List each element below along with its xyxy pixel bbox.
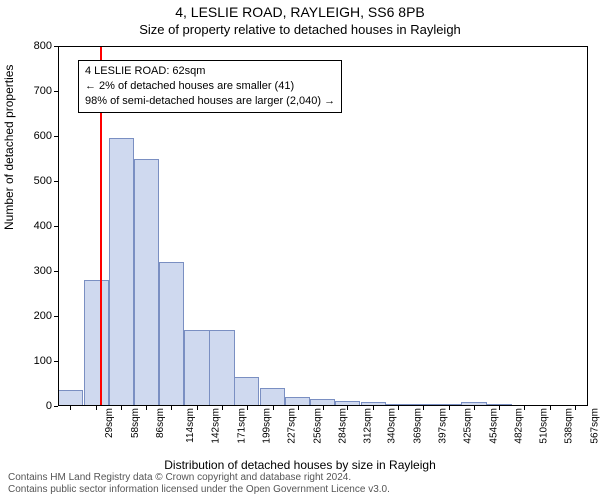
y-tick-label: 500 (34, 175, 52, 187)
x-tick-mark (70, 406, 71, 410)
x-tick-mark (247, 406, 248, 410)
x-tick-mark (398, 406, 399, 410)
x-tick-label: 227sqm (286, 408, 297, 444)
chart-container: 4, LESLIE ROAD, RAYLEIGH, SS6 8PB Size o… (0, 0, 600, 500)
x-tick-label: 114sqm (185, 408, 196, 443)
x-tick-mark (449, 406, 450, 410)
x-tick-label: 567sqm (589, 408, 600, 444)
y-tick-label: 400 (34, 220, 52, 232)
y-tick-label: 600 (34, 130, 52, 142)
title-sub: Size of property relative to detached ho… (0, 22, 600, 37)
plot-border (58, 46, 588, 406)
x-tick-label: 199sqm (261, 408, 272, 444)
y-tick-label: 200 (34, 310, 52, 322)
y-tick-mark (54, 406, 58, 407)
footer-line: Contains HM Land Registry data © Crown c… (8, 472, 390, 484)
x-tick-label: 86sqm (155, 408, 166, 438)
x-tick-mark (347, 406, 348, 410)
x-tick-label: 256sqm (312, 408, 323, 444)
plot-area: 010020030040050060070080029sqm58sqm86sqm… (58, 46, 588, 406)
x-tick-mark (499, 406, 500, 410)
x-axis-label: Distribution of detached houses by size … (0, 458, 600, 472)
x-tick-label: 454sqm (489, 408, 500, 444)
x-tick-label: 425sqm (463, 408, 474, 444)
y-tick-label: 100 (34, 355, 52, 367)
y-axis-label: Number of detached properties (2, 65, 16, 230)
x-tick-label: 284sqm (337, 408, 348, 444)
y-tick-label: 300 (34, 265, 52, 277)
x-tick-label: 58sqm (130, 408, 141, 438)
x-tick-mark (373, 406, 374, 410)
x-tick-mark (96, 406, 97, 410)
x-tick-mark (575, 406, 576, 410)
x-tick-mark (524, 406, 525, 410)
footer-line: Contains public sector information licen… (8, 484, 390, 496)
x-tick-label: 397sqm (438, 408, 449, 444)
footer-text: Contains HM Land Registry data © Crown c… (8, 472, 390, 496)
x-tick-mark (550, 406, 551, 410)
x-tick-label: 171sqm (237, 408, 248, 444)
x-tick-label: 538sqm (563, 408, 574, 444)
x-tick-label: 369sqm (413, 408, 424, 444)
x-tick-label: 142sqm (211, 408, 222, 444)
y-tick-label: 700 (34, 85, 52, 97)
x-tick-mark (323, 406, 324, 410)
x-tick-mark (146, 406, 147, 410)
title-main: 4, LESLIE ROAD, RAYLEIGH, SS6 8PB (0, 4, 600, 20)
x-tick-label: 340sqm (387, 408, 398, 444)
x-tick-mark (273, 406, 274, 410)
x-tick-mark (423, 406, 424, 410)
x-tick-label: 482sqm (514, 408, 525, 444)
x-tick-label: 312sqm (362, 408, 373, 444)
x-tick-label: 29sqm (104, 408, 115, 438)
x-tick-mark (121, 406, 122, 410)
x-tick-mark (222, 406, 223, 410)
x-tick-label: 510sqm (539, 408, 550, 444)
y-tick-label: 0 (46, 400, 52, 412)
x-tick-mark (197, 406, 198, 410)
x-tick-mark (298, 406, 299, 410)
x-tick-mark (474, 406, 475, 410)
x-tick-mark (171, 406, 172, 410)
y-tick-label: 800 (34, 40, 52, 52)
